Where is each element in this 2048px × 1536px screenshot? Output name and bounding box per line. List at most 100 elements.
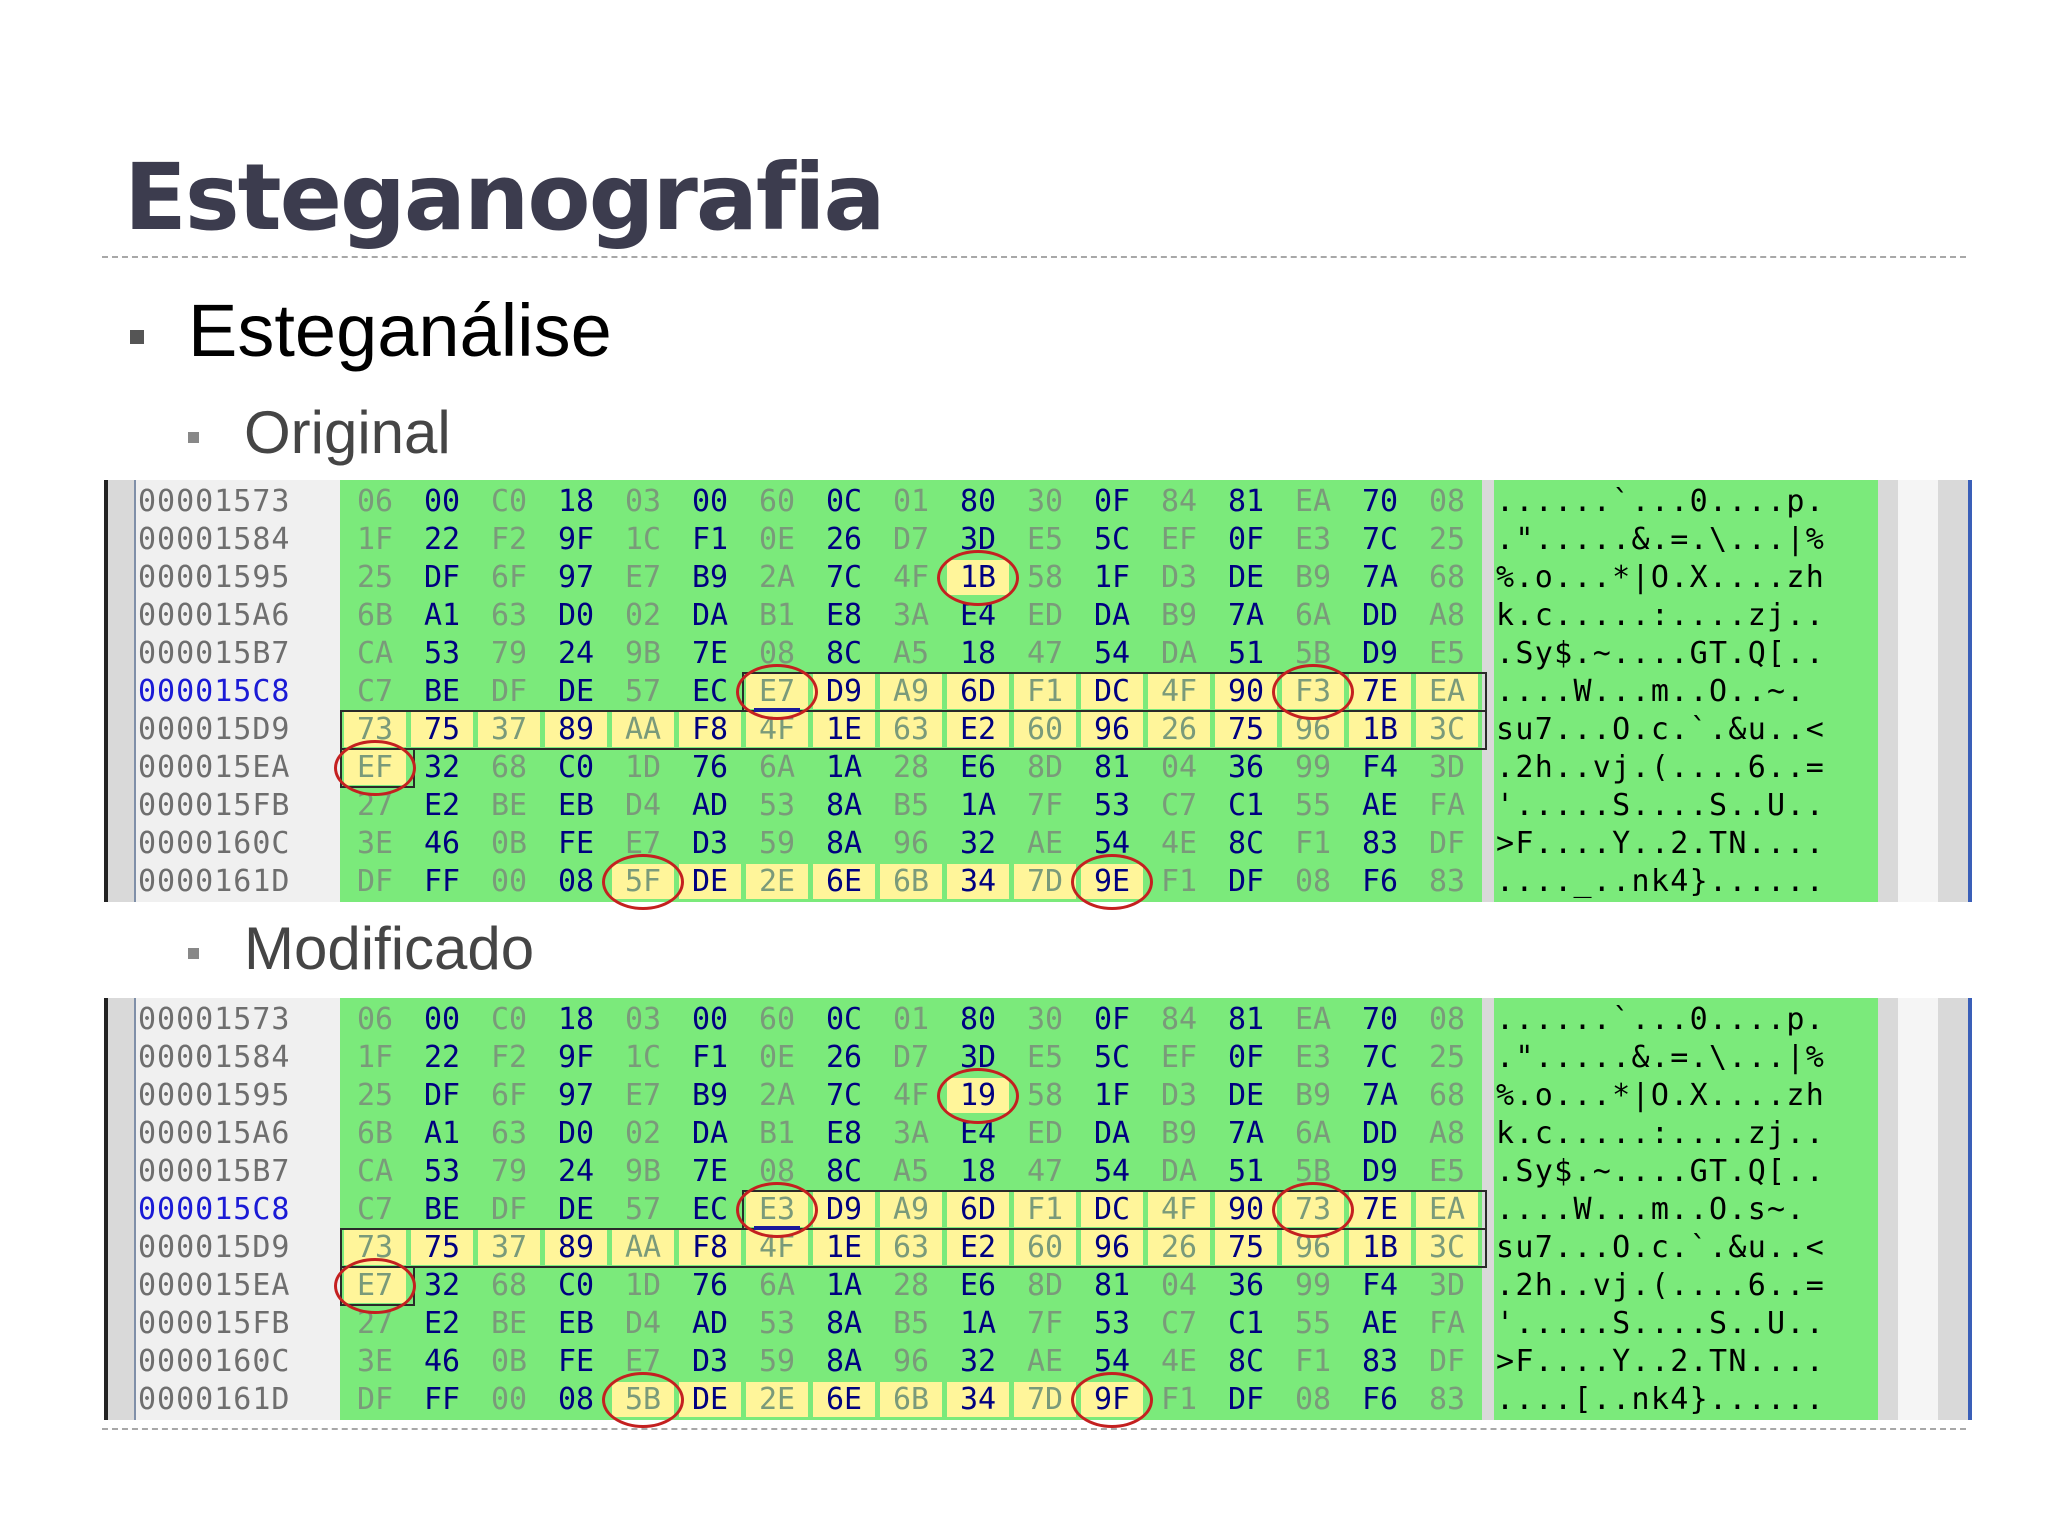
hex-byte[interactable]: 80: [959, 484, 997, 519]
hex-byte[interactable]: 53: [758, 788, 796, 823]
hex-byte[interactable]: B9: [1294, 560, 1332, 595]
hex-byte[interactable]: A5: [892, 1154, 930, 1189]
hex-byte[interactable]: 7E: [691, 1154, 729, 1189]
hex-byte[interactable]: 7A: [1227, 1116, 1265, 1151]
hex-byte[interactable]: 06: [356, 484, 394, 519]
hex-byte[interactable]: 4F: [746, 712, 808, 747]
hex-byte[interactable]: 1B: [1349, 1230, 1411, 1265]
hex-byte[interactable]: 58: [1026, 1078, 1064, 1113]
hex-byte[interactable]: 25: [356, 1078, 394, 1113]
hex-byte[interactable]: F1: [1014, 1192, 1076, 1227]
hex-byte[interactable]: D9: [813, 1192, 875, 1227]
hex-byte[interactable]: 0F: [1093, 484, 1131, 519]
hex-byte[interactable]: DF: [356, 1382, 394, 1417]
hex-byte[interactable]: 6A: [1294, 598, 1332, 633]
hex-byte[interactable]: 8A: [825, 826, 863, 861]
hex-byte[interactable]: 30: [1026, 1002, 1064, 1037]
hex-byte[interactable]: B1: [758, 1116, 796, 1151]
hex-byte[interactable]: 4E: [1160, 826, 1198, 861]
hex-byte[interactable]: E7: [344, 1268, 406, 1303]
scrollbar[interactable]: [1898, 480, 1938, 902]
hex-byte[interactable]: 4F: [1148, 1192, 1210, 1227]
hex-byte[interactable]: 2E: [746, 864, 808, 899]
hex-byte[interactable]: 27: [356, 1306, 394, 1341]
hex-byte[interactable]: 4F: [1148, 674, 1210, 709]
hex-byte[interactable]: E2: [947, 712, 1009, 747]
hex-byte[interactable]: 75: [1215, 712, 1277, 747]
hex-byte[interactable]: C0: [490, 484, 528, 519]
hex-byte[interactable]: 7E: [1349, 1192, 1411, 1227]
hex-byte[interactable]: 5C: [1093, 522, 1131, 557]
hex-byte[interactable]: 54: [1093, 1344, 1131, 1379]
hex-byte[interactable]: 9F: [557, 522, 595, 557]
hex-byte[interactable]: AE: [1361, 1306, 1399, 1341]
hex-byte[interactable]: D9: [1361, 636, 1399, 671]
hex-byte[interactable]: 27: [356, 788, 394, 823]
hex-byte[interactable]: F6: [1361, 1382, 1399, 1417]
hex-byte[interactable]: 79: [490, 636, 528, 671]
hex-byte[interactable]: A1: [423, 1116, 461, 1151]
hex-byte[interactable]: BE: [490, 1306, 528, 1341]
hex-byte[interactable]: 1A: [825, 1268, 863, 1303]
hex-byte[interactable]: 75: [411, 1230, 473, 1265]
hex-byte[interactable]: 25: [356, 560, 394, 595]
hex-byte[interactable]: 25: [1428, 1040, 1466, 1075]
hex-byte[interactable]: 08: [1294, 864, 1332, 899]
hex-byte[interactable]: 60: [758, 484, 796, 519]
hex-byte[interactable]: 68: [490, 1268, 528, 1303]
hex-byte[interactable]: 00: [490, 864, 528, 899]
hex-byte[interactable]: 03: [624, 484, 662, 519]
hex-byte[interactable]: 0F: [1227, 522, 1265, 557]
hex-byte[interactable]: 0E: [758, 522, 796, 557]
hex-byte[interactable]: 8D: [1026, 1268, 1064, 1303]
hex-byte[interactable]: 18: [959, 1154, 997, 1189]
hex-byte[interactable]: 75: [411, 712, 473, 747]
hex-byte[interactable]: 1D: [624, 1268, 662, 1303]
hex-byte[interactable]: 81: [1227, 1002, 1265, 1037]
hex-byte[interactable]: 7C: [825, 560, 863, 595]
hex-byte[interactable]: 51: [1227, 1154, 1265, 1189]
hex-byte[interactable]: 73: [1282, 1192, 1344, 1227]
hex-byte[interactable]: 1E: [813, 1230, 875, 1265]
hex-byte[interactable]: 6F: [490, 1078, 528, 1113]
hex-byte[interactable]: DC: [1081, 674, 1143, 709]
hex-byte[interactable]: DF: [1227, 864, 1265, 899]
hex-byte[interactable]: 01: [892, 484, 930, 519]
hex-byte[interactable]: EF: [1160, 522, 1198, 557]
hex-byte[interactable]: A5: [892, 636, 930, 671]
hex-byte[interactable]: 19: [947, 1078, 1009, 1113]
hex-byte[interactable]: 60: [1014, 712, 1076, 747]
hex-byte[interactable]: E4: [959, 598, 997, 633]
hex-byte[interactable]: B5: [892, 1306, 930, 1341]
hex-byte[interactable]: 0C: [825, 1002, 863, 1037]
hex-byte[interactable]: 08: [1428, 1002, 1466, 1037]
hex-byte[interactable]: 18: [557, 1002, 595, 1037]
hex-byte[interactable]: 7A: [1361, 560, 1399, 595]
hex-byte[interactable]: DA: [1093, 598, 1131, 633]
hex-byte[interactable]: E7: [624, 1078, 662, 1113]
hex-byte[interactable]: 1F: [356, 1040, 394, 1075]
hex-byte[interactable]: 01: [892, 1002, 930, 1037]
hex-byte[interactable]: C0: [557, 750, 595, 785]
hex-byte[interactable]: 70: [1361, 1002, 1399, 1037]
hex-byte[interactable]: 83: [1428, 1382, 1466, 1417]
hex-byte[interactable]: 18: [557, 484, 595, 519]
hex-byte[interactable]: D3: [691, 1344, 729, 1379]
hex-byte[interactable]: 00: [490, 1382, 528, 1417]
hex-byte[interactable]: E7: [624, 1344, 662, 1379]
hex-byte[interactable]: 76: [691, 750, 729, 785]
hex-byte[interactable]: DA: [691, 1116, 729, 1151]
hex-byte[interactable]: 36: [1227, 750, 1265, 785]
hex-byte[interactable]: 53: [423, 636, 461, 671]
hex-byte[interactable]: 46: [423, 1344, 461, 1379]
hex-byte[interactable]: 24: [557, 1154, 595, 1189]
hex-byte[interactable]: B1: [758, 598, 796, 633]
hex-byte[interactable]: 59: [758, 1344, 796, 1379]
hex-byte[interactable]: 08: [758, 1154, 796, 1189]
hex-byte[interactable]: F6: [1361, 864, 1399, 899]
hex-byte[interactable]: E2: [423, 1306, 461, 1341]
hex-byte[interactable]: 0E: [758, 1040, 796, 1075]
hex-byte[interactable]: 3A: [892, 598, 930, 633]
hex-byte[interactable]: D0: [557, 598, 595, 633]
hex-byte[interactable]: AE: [1361, 788, 1399, 823]
